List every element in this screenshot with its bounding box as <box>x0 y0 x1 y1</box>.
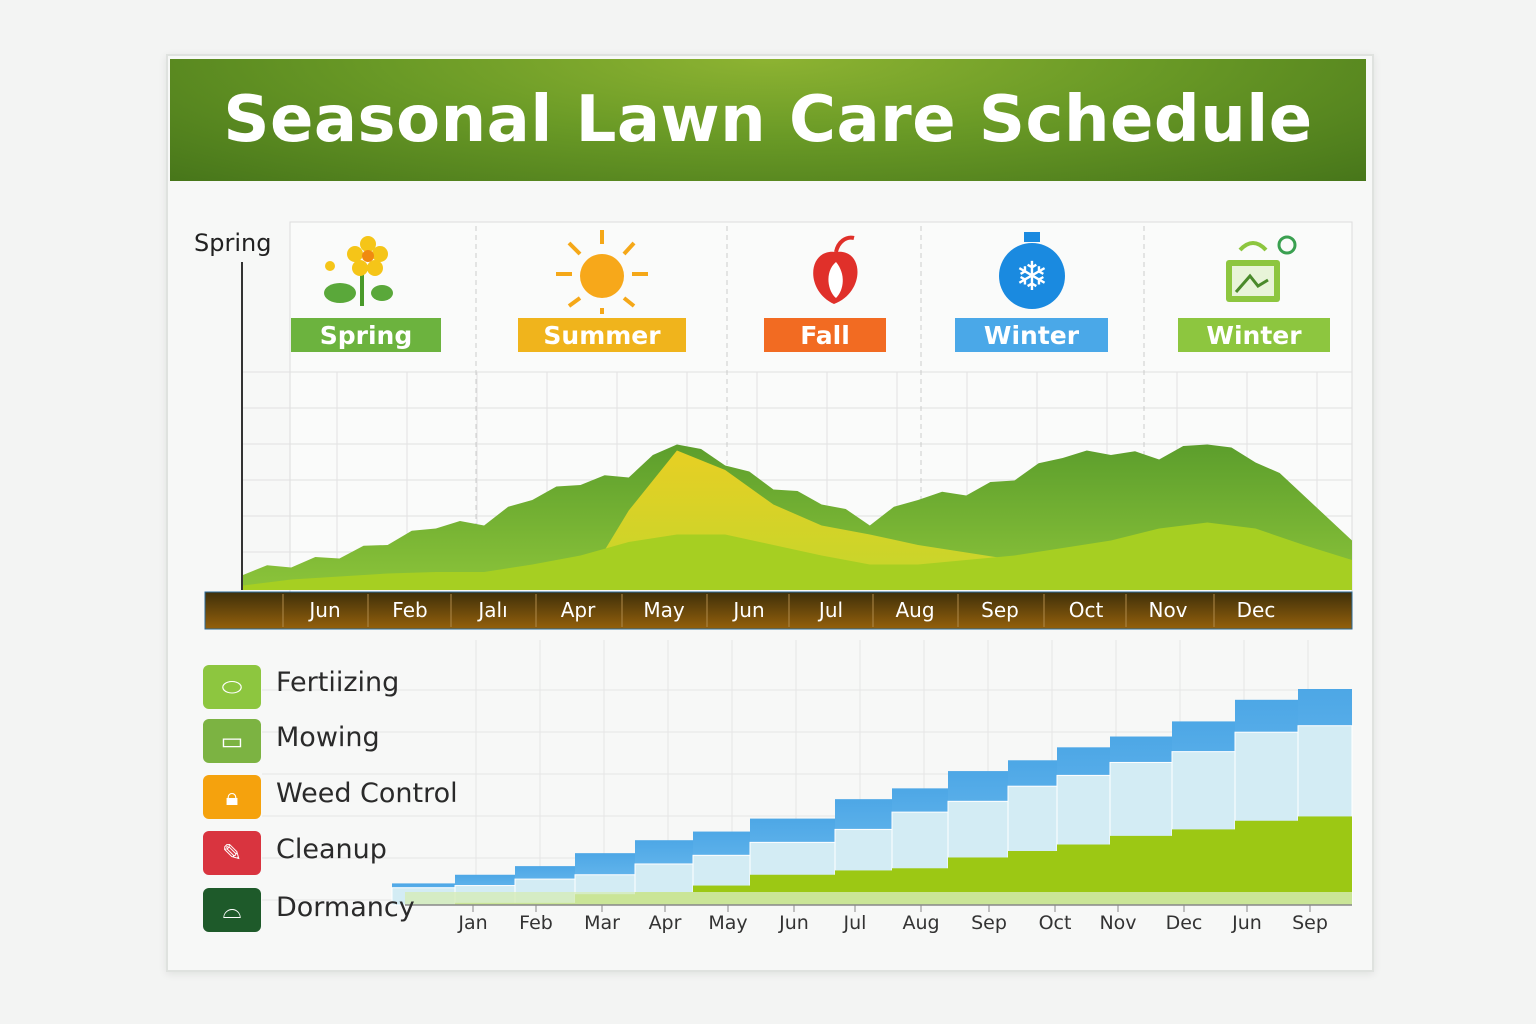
month-label: Feb <box>392 598 428 622</box>
month-label: Jul <box>818 598 844 622</box>
svg-text:❄: ❄ <box>1015 254 1049 300</box>
month-band <box>204 591 1353 630</box>
season-badge-summer: Summer <box>518 318 686 352</box>
light-green-area <box>243 522 1352 590</box>
apple-leaf-icon <box>813 235 858 304</box>
bottom-month-label: Sep <box>1292 912 1328 934</box>
mower-icon: ▭ <box>203 719 261 763</box>
month-label: Jalı <box>478 598 508 622</box>
month-label: Aug <box>895 598 935 622</box>
legend-weed-control: Weed Control <box>276 778 458 809</box>
bottom-month-label: Jun <box>1232 912 1262 934</box>
snowflake-ornament-icon: ❄ <box>999 232 1065 309</box>
month-label: Jun <box>309 598 341 622</box>
flower-icon <box>324 236 393 306</box>
bottom-month-label: Feb <box>519 912 553 934</box>
sun-icon <box>556 230 648 314</box>
month-label: Nov <box>1148 598 1188 622</box>
bottom-month-label: Dec <box>1165 912 1203 934</box>
legend-cleanup: Cleanup <box>276 834 387 865</box>
spray-icon: ✎ <box>203 831 261 875</box>
dome-icon: ⌓ <box>203 888 261 932</box>
bottom-month-label: Aug <box>902 912 940 934</box>
dormancy-band <box>405 892 1352 905</box>
month-label: Jun <box>733 598 765 622</box>
fertilizer-icon: ⬭ <box>203 665 261 709</box>
bottom-month-label: Mar <box>584 912 620 934</box>
green-step-area-step <box>1298 816 1352 905</box>
season-badge-spring: Spring <box>291 318 441 352</box>
yellow-area <box>243 450 1352 590</box>
season-badge-fall: Fall <box>764 318 886 352</box>
title-bar: Seasonal Lawn Care Schedule <box>170 59 1366 181</box>
bottom-month-label: Jan <box>458 912 488 934</box>
page-title: Seasonal Lawn Care Schedule <box>223 83 1313 157</box>
season-badge-winter: Winter <box>955 318 1108 352</box>
bottom-month-label: Nov <box>1099 912 1137 934</box>
legend-mowing: Mowing <box>276 722 380 753</box>
legend-dormancy: Dormancy <box>276 892 415 923</box>
y-axis-label: Spring <box>194 229 272 257</box>
bottom-month-label: Jun <box>779 912 809 934</box>
month-label: Apr <box>560 598 596 622</box>
bottom-month-label: Apr <box>648 912 682 934</box>
bottom-month-label: Jul <box>843 912 867 934</box>
top-areas <box>243 444 1352 590</box>
month-label: Sep <box>981 598 1019 622</box>
legend-fertilizing: Fertiizing <box>276 667 400 698</box>
month-label: Oct <box>1068 598 1104 622</box>
bottom-areas <box>391 689 1353 906</box>
lock-icon: 🔒︎ <box>203 775 261 819</box>
bag-icon <box>1226 235 1297 302</box>
season-badge-winter-2: Winter <box>1178 318 1330 352</box>
bottom-month-label: Sep <box>971 912 1007 934</box>
month-label: May <box>643 598 685 622</box>
month-label: Dec <box>1236 598 1276 622</box>
bottom-month-label: May <box>708 912 748 934</box>
green-step-area-step <box>1235 820 1298 905</box>
bottom-month-label: Oct <box>1038 912 1072 934</box>
